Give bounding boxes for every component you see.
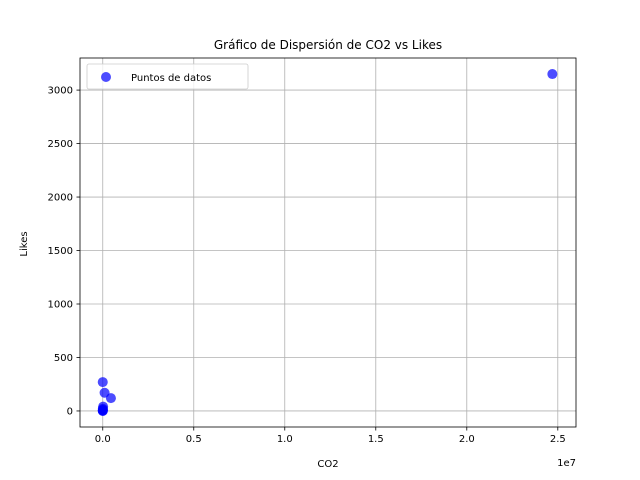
y-tick-label: 2500	[48, 139, 73, 150]
x-tick-label: 0.0	[95, 434, 111, 445]
y-tick-label: 2000	[48, 193, 73, 204]
x-axis-ticks: 0.0 0.5 1.0 1.5 2.0 2.5	[95, 427, 566, 445]
legend: Puntos de datos	[86, 63, 249, 90]
x-tick-label: 2.0	[459, 434, 475, 445]
y-tick-label: 3000	[48, 86, 73, 97]
scatter-point	[105, 393, 116, 404]
x-tick-label: 1.5	[368, 434, 384, 445]
y-axis-ticks: 0 500 1000 1500 2000 2500 3000	[48, 86, 80, 417]
data-points	[97, 69, 558, 416]
y-tick-label: 0	[67, 406, 73, 417]
grid-lines	[80, 58, 576, 427]
chart-title: Gráfico de Dispersión de CO2 vs Likes	[214, 38, 442, 52]
plot-frame	[79, 57, 577, 428]
legend-entry: Puntos de datos	[131, 73, 211, 84]
y-axis-label: Likes	[19, 231, 30, 256]
y-tick-label: 1000	[48, 300, 73, 311]
scatter-point	[547, 69, 558, 80]
scatter-point	[97, 377, 108, 388]
x-axis-label: CO2	[317, 459, 338, 470]
y-tick-label: 500	[54, 353, 73, 364]
x-axis-offset-label: 1e7	[557, 458, 576, 469]
legend-marker	[101, 72, 111, 82]
scatter-point	[97, 405, 108, 416]
x-tick-label: 0.5	[186, 434, 202, 445]
x-tick-label: 2.5	[550, 434, 566, 445]
legend-box	[86, 63, 249, 90]
x-tick-label: 1.0	[277, 434, 293, 445]
y-tick-label: 1500	[48, 246, 73, 257]
